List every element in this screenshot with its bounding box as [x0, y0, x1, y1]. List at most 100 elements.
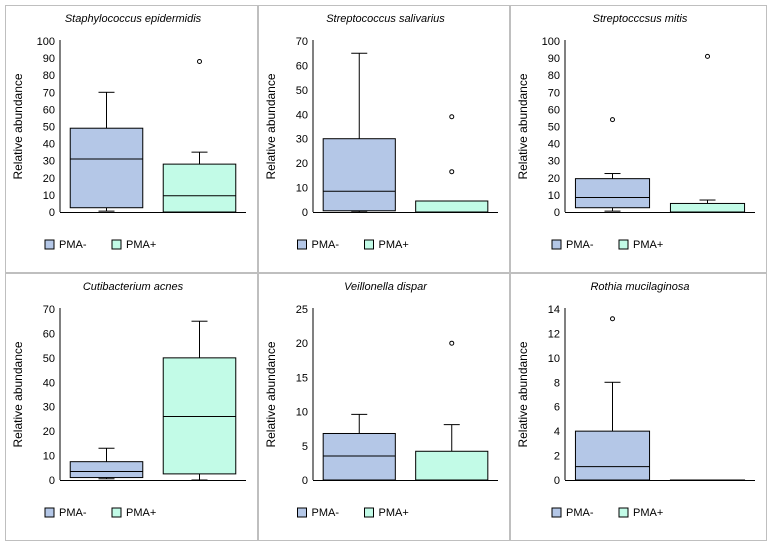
series-pma-plus [415, 114, 489, 213]
y-tick-label: 40 [43, 139, 55, 151]
outlier-point [449, 340, 455, 346]
box [574, 430, 651, 481]
box [415, 450, 489, 481]
legend-item-pma-minus: PMA- [297, 239, 340, 251]
panel-border [510, 273, 767, 541]
legend-swatch [364, 507, 374, 518]
legend-label: PMA- [59, 507, 87, 519]
legend-label: PMA- [312, 239, 340, 251]
series-pma-minus [69, 91, 144, 212]
y-tick-label: 5 [302, 441, 308, 453]
series-pma-minus [322, 52, 396, 213]
panel-border [510, 5, 767, 273]
series-pma-plus [162, 59, 237, 213]
y-tick-label: 50 [43, 122, 55, 134]
y-tick-label: 6 [554, 402, 560, 414]
y-tick-label: 100 [37, 36, 55, 48]
y-tick-label: 50 [548, 122, 560, 134]
series-pma-minus [69, 447, 144, 480]
series-pma-minus [322, 413, 396, 481]
chart-panel-2: Streptococcus salivarius Relative abundan… [258, 5, 510, 273]
y-tick-label: 80 [548, 70, 560, 82]
y-axis-label: Relative abundance [516, 73, 530, 179]
chart-title: Staphylococcus epidermidis [65, 13, 202, 25]
y-tick-label: 0 [302, 475, 308, 487]
y-tick-label: 20 [43, 426, 55, 438]
y-tick-label: 80 [43, 70, 55, 82]
y-axis-label: Relative abundance [11, 73, 25, 179]
series-pma-plus [669, 53, 746, 213]
y-tick-label: 10 [548, 190, 560, 202]
y-tick-label: 14 [548, 304, 560, 316]
y-tick-label: 10 [296, 407, 308, 419]
y-tick-label: 2 [554, 451, 560, 463]
y-tick-label: 10 [43, 190, 55, 202]
y-axis-label: Relative abundance [264, 341, 278, 447]
legend-item-pma-minus: PMA- [551, 507, 594, 519]
y-axis-label: Relative abundance [516, 341, 530, 447]
legend-label: PMA+ [126, 239, 156, 251]
legend-swatch [551, 239, 562, 250]
box [415, 200, 489, 213]
y-tick-label: 0 [49, 475, 55, 487]
outlier-point [610, 316, 615, 322]
y-tick-label: 100 [542, 36, 560, 48]
y-tick-label: 30 [43, 156, 55, 168]
series-pma-minus [574, 117, 651, 212]
y-tick-label: 60 [548, 104, 560, 116]
legend-label: PMA- [59, 239, 87, 251]
chart-panel-1: Staphylococcus epidermidis Relative abund… [5, 5, 258, 273]
legend-swatch [618, 239, 629, 250]
y-tick-label: 20 [548, 173, 560, 185]
y-axis-label: Relative abundance [11, 341, 25, 447]
y-tick-label: 4 [554, 426, 560, 438]
y-tick-label: 0 [554, 475, 560, 487]
legend-swatch [111, 507, 122, 518]
box [162, 163, 237, 213]
y-tick-label: 12 [548, 328, 560, 340]
legend-item-pma-plus: PMA+ [111, 239, 156, 251]
legend-item-pma-minus: PMA- [44, 239, 87, 251]
y-tick-label: 60 [43, 104, 55, 116]
box [69, 127, 144, 209]
legend-item-pma-minus: PMA- [297, 507, 340, 519]
legend-swatch [364, 239, 374, 250]
y-tick-label: 30 [548, 156, 560, 168]
legend-item-pma-plus: PMA+ [618, 507, 663, 519]
legend-swatch [111, 239, 122, 250]
outlier-point [610, 117, 615, 123]
legend-label: PMA- [312, 507, 340, 519]
legend-item-pma-plus: PMA+ [364, 507, 409, 519]
y-tick-label: 0 [302, 207, 308, 219]
legend-label: PMA+ [379, 507, 409, 519]
y-tick-label: 40 [296, 109, 308, 121]
y-tick-label: 0 [554, 207, 560, 219]
y-tick-label: 70 [548, 87, 560, 99]
outlier-point [449, 169, 455, 175]
legend-swatch [297, 507, 307, 518]
y-tick-label: 50 [296, 85, 308, 97]
y-tick-label: 10 [296, 183, 308, 195]
chart-panel-6: Rothia mucilaginosa Relative abundance 0 2 4… [510, 273, 767, 541]
box [322, 138, 396, 212]
box [162, 357, 237, 475]
chart-panel-5: Veillonella dispar Relative abundance 0 5 10… [258, 273, 510, 541]
y-tick-label: 40 [548, 139, 560, 151]
y-tick-label: 0 [49, 207, 55, 219]
legend-item-pma-minus: PMA- [44, 507, 87, 519]
legend-item-pma-plus: PMA+ [618, 239, 663, 251]
y-tick-label: 20 [296, 338, 308, 350]
legend-item-pma-minus: PMA- [551, 239, 594, 251]
series-pma-plus [669, 479, 746, 481]
outlier-point [197, 59, 202, 65]
y-tick-label: 30 [43, 402, 55, 414]
chart-panel-3: Streptocccsus mitis Relative abundance 0 10… [510, 5, 767, 273]
legend-swatch [44, 239, 55, 250]
chart-panel-4: Cutibacterium acnes Relative abundance 0 10… [5, 273, 258, 541]
series-pma-plus [415, 340, 489, 481]
legend-swatch [618, 507, 629, 518]
y-tick-label: 25 [296, 304, 308, 316]
y-axis-label: Relative abundance [264, 73, 278, 179]
box [322, 432, 396, 481]
